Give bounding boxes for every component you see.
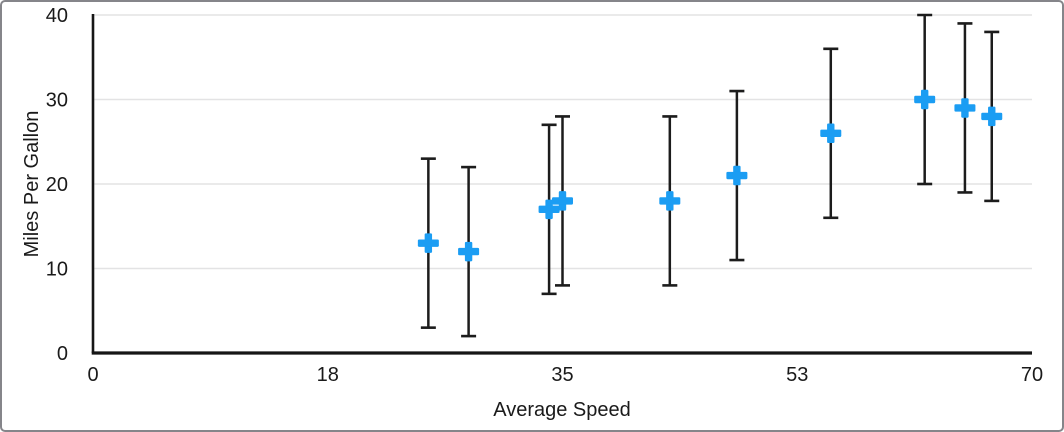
marker-horizontal-arm	[820, 129, 842, 137]
marker-horizontal-arm	[954, 104, 976, 112]
marker-horizontal-arm	[552, 197, 573, 205]
error-bars	[420, 13, 1000, 338]
marker-horizontal-arm	[659, 197, 681, 205]
x-tick-label: 35	[551, 364, 573, 386]
data-point-marker	[458, 241, 480, 262]
y-tick-label: 10	[46, 259, 68, 281]
y-tick-labels: 0 10 20 30 40	[46, 5, 68, 365]
data-point-marker	[820, 123, 842, 144]
data-point-marker	[726, 165, 748, 186]
x-axis-title: Average Speed	[493, 399, 631, 421]
y-tick-label: 0	[57, 343, 68, 365]
y-tick-label: 40	[46, 5, 68, 27]
y-axis-title: Miles Per Gallon	[21, 111, 43, 258]
y-tick-label: 20	[46, 174, 68, 196]
data-point-marker	[417, 233, 439, 253]
data-point-marker	[914, 89, 936, 110]
x-tick-label: 53	[786, 364, 808, 386]
marker-horizontal-arm	[914, 95, 936, 104]
axis-lines	[91, 14, 1032, 355]
marker-horizontal-arm	[538, 205, 560, 214]
x-tick-label: 18	[317, 364, 339, 386]
data-point-marker	[659, 191, 681, 211]
data-point-marker	[981, 106, 1003, 127]
x-tick-labels: 0 18 35 53 70	[87, 364, 1043, 386]
marker-horizontal-arm	[417, 239, 439, 247]
data-points	[417, 89, 1003, 262]
marker-horizontal-arm	[726, 171, 748, 180]
x-tick-label: 70	[1021, 364, 1043, 386]
data-point-marker	[538, 199, 560, 220]
y-tick-label: 30	[46, 90, 68, 112]
x-tick-label: 0	[87, 364, 98, 386]
marker-horizontal-arm	[458, 247, 480, 256]
data-point-marker	[954, 98, 976, 118]
marker-horizontal-arm	[981, 112, 1003, 121]
data-point-marker	[552, 191, 573, 211]
